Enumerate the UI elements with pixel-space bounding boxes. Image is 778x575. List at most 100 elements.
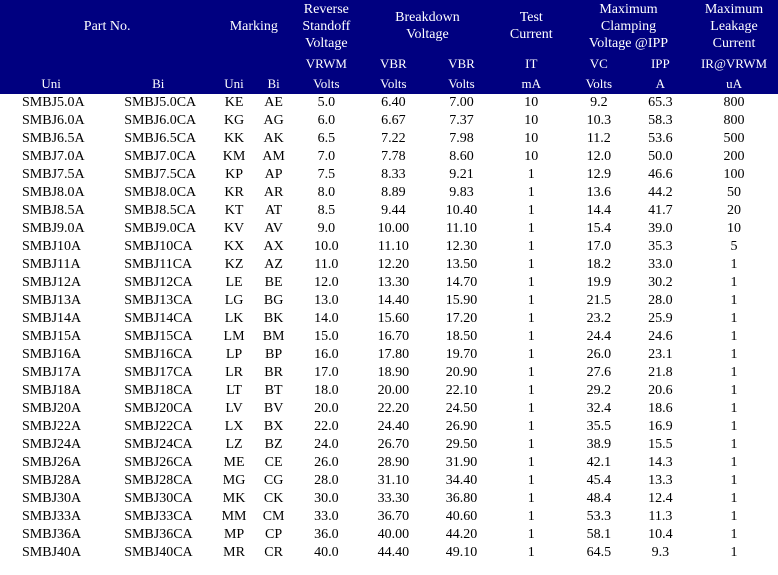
cell-uni: SMBJ6.0A [0, 112, 102, 130]
cell-vbr_min: 16.70 [359, 328, 427, 346]
cell-it: 1 [496, 184, 567, 202]
cell-mbi: AT [254, 202, 294, 220]
cell-ir: 200 [690, 148, 778, 166]
table-row: SMBJ30ASMBJ30CAMKCK30.033.3036.80148.412… [0, 490, 778, 508]
cell-ipp: 33.0 [631, 256, 690, 274]
cell-vbr_max: 10.40 [427, 202, 495, 220]
cell-vrwm: 30.0 [293, 490, 359, 508]
cell-uni: SMBJ15A [0, 328, 102, 346]
cell-bi: SMBJ15CA [102, 328, 214, 346]
cell-muni: KR [214, 184, 254, 202]
cell-vc: 35.5 [567, 418, 631, 436]
cell-ipp: 21.8 [631, 364, 690, 382]
cell-ipp: 14.3 [631, 454, 690, 472]
cell-ipp: 35.3 [631, 238, 690, 256]
cell-ipp: 23.1 [631, 346, 690, 364]
cell-it: 1 [496, 328, 567, 346]
cell-bi: SMBJ13CA [102, 292, 214, 310]
cell-mbi: AE [254, 94, 294, 112]
hdr-ipp-unit: A [631, 74, 690, 94]
cell-ipp: 9.3 [631, 544, 690, 562]
cell-muni: MR [214, 544, 254, 562]
cell-mbi: BE [254, 274, 294, 292]
cell-vrwm: 7.0 [293, 148, 359, 166]
cell-uni: SMBJ11A [0, 256, 102, 274]
cell-vc: 29.2 [567, 382, 631, 400]
cell-vrwm: 14.0 [293, 310, 359, 328]
cell-muni: KP [214, 166, 254, 184]
table-row: SMBJ22ASMBJ22CALXBX22.024.4026.90135.516… [0, 418, 778, 436]
hdr-bi: Bi [102, 74, 214, 94]
cell-bi: SMBJ20CA [102, 400, 214, 418]
cell-ipp: 53.6 [631, 130, 690, 148]
cell-bi: SMBJ7.5CA [102, 166, 214, 184]
cell-muni: KK [214, 130, 254, 148]
cell-ir: 20 [690, 202, 778, 220]
cell-mbi: BV [254, 400, 294, 418]
hdr-vbr-unit: Volts [359, 74, 427, 94]
cell-bi: SMBJ26CA [102, 454, 214, 472]
cell-vbr_max: 44.20 [427, 526, 495, 544]
cell-vrwm: 10.0 [293, 238, 359, 256]
cell-vbr_min: 24.40 [359, 418, 427, 436]
hdr-reverse-standoff: ReverseStandoffVoltage [293, 0, 359, 54]
cell-bi: SMBJ33CA [102, 508, 214, 526]
hdr-vc-unit: Volts [567, 74, 631, 94]
cell-vbr_max: 34.40 [427, 472, 495, 490]
cell-mbi: BX [254, 418, 294, 436]
hdr-vrwm-unit: Volts [293, 74, 359, 94]
cell-mbi: BG [254, 292, 294, 310]
table-row: SMBJ7.0ASMBJ7.0CAKMAM7.07.788.601012.050… [0, 148, 778, 166]
cell-ipp: 13.3 [631, 472, 690, 490]
cell-ipp: 25.9 [631, 310, 690, 328]
hdr-vrwm-sym: VRWM [293, 54, 359, 74]
cell-muni: KG [214, 112, 254, 130]
cell-vbr_max: 26.90 [427, 418, 495, 436]
cell-uni: SMBJ24A [0, 436, 102, 454]
cell-vc: 15.4 [567, 220, 631, 238]
cell-vbr_min: 7.22 [359, 130, 427, 148]
cell-it: 10 [496, 130, 567, 148]
cell-uni: SMBJ26A [0, 454, 102, 472]
cell-it: 1 [496, 436, 567, 454]
cell-vbr_max: 9.21 [427, 166, 495, 184]
table-header: Part No. Marking ReverseStandoffVoltage … [0, 0, 778, 94]
table-row: SMBJ13ASMBJ13CALGBG13.014.4015.90121.528… [0, 292, 778, 310]
cell-muni: LV [214, 400, 254, 418]
cell-vrwm: 8.5 [293, 202, 359, 220]
cell-uni: SMBJ16A [0, 346, 102, 364]
cell-muni: MM [214, 508, 254, 526]
cell-ir: 1 [690, 382, 778, 400]
cell-uni: SMBJ18A [0, 382, 102, 400]
cell-vc: 11.2 [567, 130, 631, 148]
cell-vrwm: 26.0 [293, 454, 359, 472]
table-row: SMBJ28ASMBJ28CAMGCG28.031.1034.40145.413… [0, 472, 778, 490]
cell-vbr_max: 29.50 [427, 436, 495, 454]
cell-mbi: CE [254, 454, 294, 472]
table-row: SMBJ8.0ASMBJ8.0CAKRAR8.08.899.83113.644.… [0, 184, 778, 202]
cell-uni: SMBJ9.0A [0, 220, 102, 238]
table-row: SMBJ33ASMBJ33CAMMCM33.036.7040.60153.311… [0, 508, 778, 526]
cell-ir: 500 [690, 130, 778, 148]
cell-vrwm: 28.0 [293, 472, 359, 490]
hdr-muni: Uni [214, 74, 254, 94]
cell-it: 10 [496, 94, 567, 112]
cell-ipp: 16.9 [631, 418, 690, 436]
cell-vbr_min: 33.30 [359, 490, 427, 508]
cell-ir: 1 [690, 328, 778, 346]
cell-vc: 24.4 [567, 328, 631, 346]
cell-vbr_min: 40.00 [359, 526, 427, 544]
cell-bi: SMBJ16CA [102, 346, 214, 364]
cell-mbi: CK [254, 490, 294, 508]
table-row: SMBJ7.5ASMBJ7.5CAKPAP7.58.339.21112.946.… [0, 166, 778, 184]
cell-ir: 1 [690, 508, 778, 526]
cell-vc: 12.9 [567, 166, 631, 184]
cell-it: 1 [496, 274, 567, 292]
cell-vbr_min: 6.67 [359, 112, 427, 130]
cell-vrwm: 5.0 [293, 94, 359, 112]
cell-bi: SMBJ6.0CA [102, 112, 214, 130]
cell-vrwm: 16.0 [293, 346, 359, 364]
hdr-blank [254, 54, 294, 74]
cell-vbr_max: 13.50 [427, 256, 495, 274]
cell-vc: 45.4 [567, 472, 631, 490]
